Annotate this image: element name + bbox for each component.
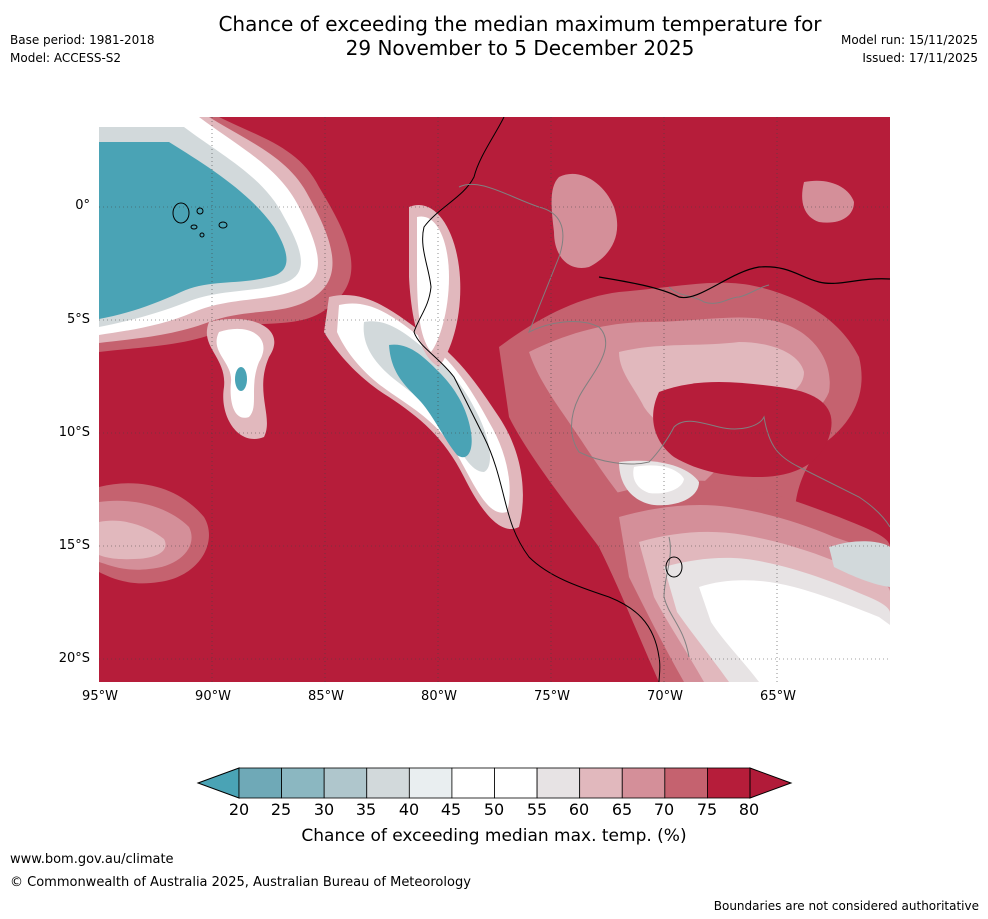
cool-patch-small — [235, 367, 247, 391]
footer-copyright: © Commonwealth of Australia 2025, Austra… — [10, 875, 471, 890]
lon-label-65w: 65°W — [760, 689, 796, 704]
model-run-text: Model run: 15/11/2025 — [840, 33, 978, 47]
lon-label-85w: 85°W — [308, 689, 344, 704]
lat-label-0: 0° — [75, 198, 90, 213]
colorbar-tick: 75 — [696, 800, 718, 819]
base-period-text: Base period: 1981-2018 — [10, 33, 155, 47]
colorbar-label: Chance of exceeding median max. temp. (%… — [301, 826, 687, 846]
colorbar-min-arrow — [196, 767, 240, 799]
neutral-region-south — [599, 460, 890, 682]
colorbar-max-arrow — [749, 767, 793, 799]
colorbar-tick: 40 — [398, 800, 420, 819]
lon-label-80w: 80°W — [421, 689, 457, 704]
probability-map — [99, 117, 890, 682]
colorbar-tick: 50 — [483, 800, 505, 819]
model-text: Model: ACCESS-S2 — [10, 51, 122, 65]
colorbar-cell — [536, 767, 581, 799]
colorbar-cell — [238, 767, 282, 799]
lat-label-20s: 20°S — [58, 651, 90, 666]
lon-label-90w: 90°W — [195, 689, 231, 704]
colorbar-cell — [408, 767, 453, 799]
footer-url: www.bom.gov.au/climate — [10, 852, 174, 867]
colorbar-tick: 35 — [355, 800, 377, 819]
colorbar — [196, 766, 796, 802]
colorbar-tick: 55 — [526, 800, 548, 819]
white-patch-ecuador — [417, 216, 449, 352]
colorbar-tick: 20 — [228, 800, 250, 819]
colorbar-cell — [579, 767, 623, 799]
lat-label-15s: 15°S — [58, 538, 90, 553]
colorbar-tick: 80 — [738, 800, 760, 819]
colorbar-tick: 30 — [313, 800, 335, 819]
title-line-2: 29 November to 5 December 2025 — [345, 36, 695, 60]
colorbar-tick: 60 — [568, 800, 590, 819]
colorbar-cell — [621, 767, 666, 799]
lon-label-70w: 70°W — [647, 689, 683, 704]
river-amazon — [598, 266, 890, 299]
colorbar-graphic — [196, 767, 793, 799]
colorbar-tick: 25 — [270, 800, 292, 819]
colorbar-cell — [366, 767, 410, 799]
colorbar-tick: 45 — [440, 800, 462, 819]
galapagos-islands — [172, 202, 228, 238]
meta-left: Base period: 1981-2018 Model: ACCESS-S2 — [10, 31, 155, 67]
colorbar-cells — [238, 767, 751, 799]
warm-patch-north — [551, 173, 618, 268]
colorbar-tick: 70 — [653, 800, 675, 819]
lat-label-10s: 10°S — [58, 425, 90, 440]
lon-label-95w: 95°W — [82, 689, 118, 704]
colorbar-cell — [707, 767, 751, 799]
meta-right: Model run: 15/11/2025 Issued: 17/11/2025 — [841, 31, 978, 67]
colorbar-cell — [494, 767, 538, 799]
lat-label-5s: 5°S — [66, 312, 90, 327]
colorbar-cell — [451, 767, 495, 799]
colorbar-cell — [664, 767, 708, 799]
lake-titicaca — [665, 556, 683, 578]
chart-title: Chance of exceeding the median maximum t… — [160, 12, 880, 60]
lon-label-75w: 75°W — [534, 689, 570, 704]
warm-patch-southwest — [99, 483, 209, 584]
issued-text: Issued: 17/11/2025 — [862, 51, 978, 65]
warm-patch-northeast — [802, 180, 854, 223]
map-panel — [99, 117, 890, 682]
colorbar-cell — [281, 767, 325, 799]
coastline — [413, 117, 661, 682]
colorbar-tick: 65 — [611, 800, 633, 819]
title-line-1: Chance of exceeding the median maximum t… — [218, 12, 822, 36]
footer-boundary-note: Boundaries are not considered authoritat… — [713, 899, 979, 913]
cool-region-coastal — [324, 295, 523, 529]
colorbar-cell — [323, 767, 368, 799]
cool-region-west — [99, 117, 352, 352]
